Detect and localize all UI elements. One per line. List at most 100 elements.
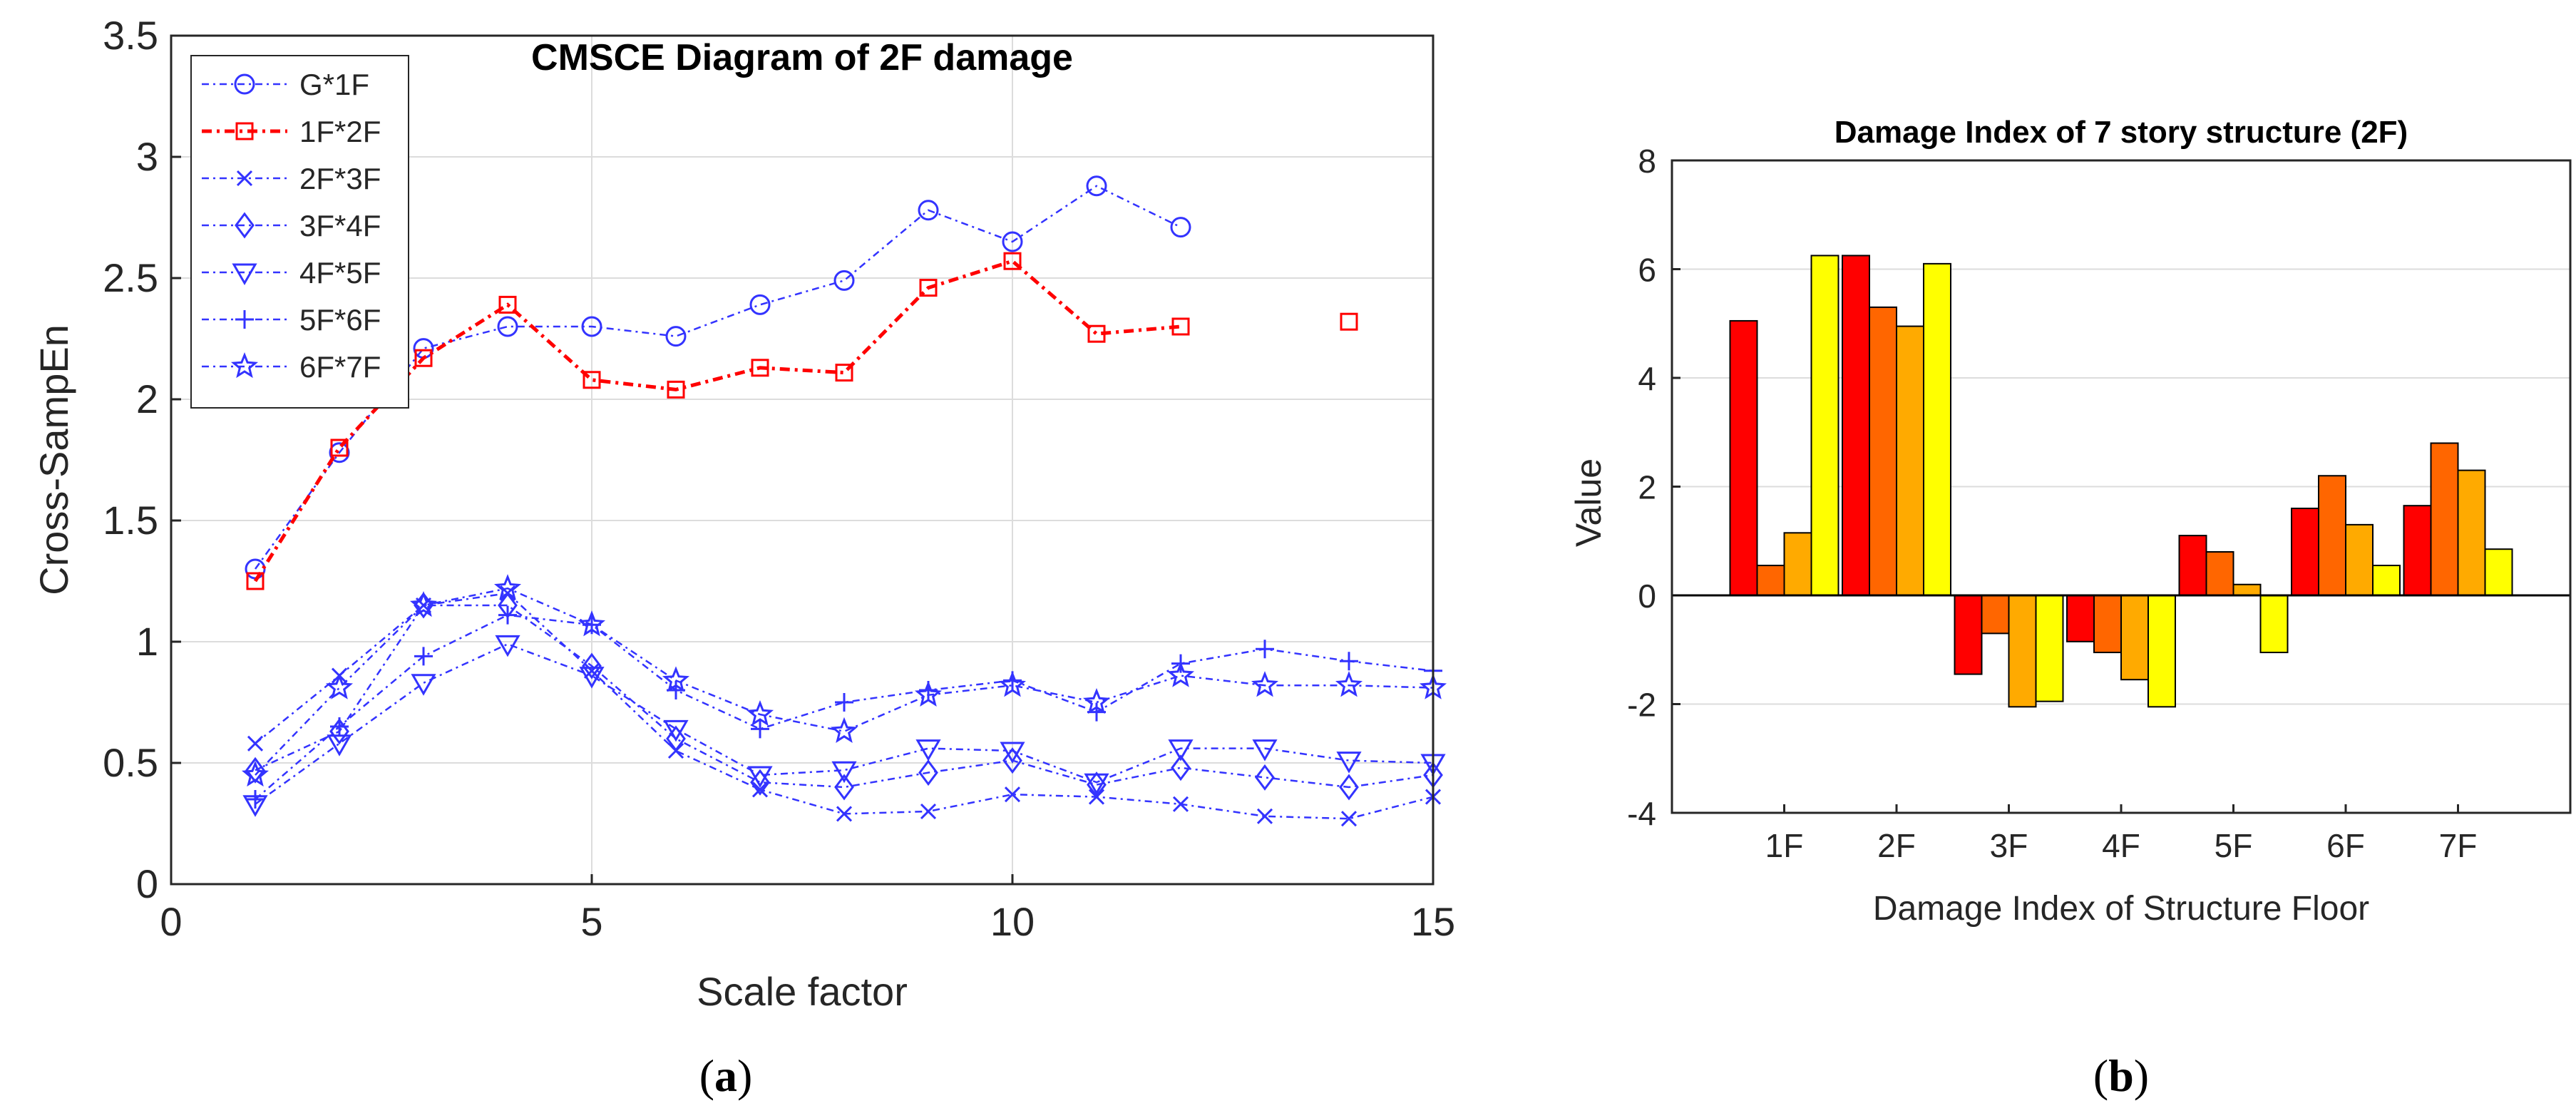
series-line (255, 643, 1434, 805)
y-tick-label: 2 (1638, 469, 1656, 506)
x-tick-label: 5F (2215, 827, 2253, 864)
legend: G*1F 1F*2F 2F*3F 3F*4F 4F*5F 5F*6F 6F*7F (190, 55, 409, 409)
data-point (246, 572, 265, 590)
data-point (411, 674, 436, 696)
data-point (241, 760, 270, 787)
x-axis-label: Scale factor (697, 969, 908, 1014)
data-point (1087, 324, 1106, 343)
data-point (330, 439, 349, 457)
data-point (662, 666, 690, 692)
y-tick-label: 8 (1638, 143, 1656, 180)
legend-entry-2F*3F: 2F*3F (299, 162, 381, 195)
data-point (667, 380, 685, 399)
bar-1F-4 (1810, 255, 1839, 596)
plot-frame (170, 34, 1435, 886)
data-point (914, 680, 943, 707)
y-tick-label: 3.5 (103, 13, 158, 58)
bar-6F-3 (2345, 523, 2374, 596)
data-point (414, 647, 433, 666)
bar-4F-4 (2147, 595, 2176, 708)
legend-marker (235, 310, 254, 329)
bar-chart-panel: -4 -2 0 2 4 6 8 1F 2F 3F 4F 5F 6F 7F Damage Index of … (1569, 115, 2572, 928)
bar-7F-1 (2403, 505, 2432, 596)
bar-4F-3 (2120, 595, 2149, 681)
data-point (1335, 671, 1363, 697)
bar-1F-2 (1756, 565, 1785, 596)
data-point (836, 806, 853, 822)
legend-marker (235, 122, 254, 140)
data-point (497, 316, 518, 337)
data-point (325, 673, 354, 699)
series-layer (241, 175, 1447, 827)
data-point (1170, 217, 1191, 238)
data-point (665, 326, 687, 347)
data-point (1256, 640, 1274, 659)
data-point (1340, 652, 1358, 671)
y-tick-label: 0.5 (103, 740, 158, 785)
y-tick-label: 6 (1638, 252, 1656, 289)
tick-labels: -4 -2 0 2 4 6 8 1F 2F 3F 4F 5F 6F 7F (1627, 143, 2477, 864)
data-point (246, 790, 265, 809)
chart-title: Damage Index of 7 story structure (2F) (1834, 115, 2408, 150)
series-line (255, 587, 1434, 776)
y-tick-label: 0 (1638, 578, 1656, 615)
x-tick-label: 15 (1411, 899, 1455, 944)
y-tick-label: 3 (136, 134, 158, 179)
data-point (578, 610, 606, 637)
data-point (498, 295, 517, 314)
bar-5F-4 (2259, 595, 2289, 654)
data-point (1082, 687, 1111, 714)
data-point (1171, 754, 1191, 781)
legend-entry-G*1F: G*1F (299, 68, 369, 101)
series-line (253, 259, 1181, 583)
y-tick-label: 2 (136, 376, 158, 421)
data-point (750, 769, 770, 796)
data-point (1255, 764, 1275, 791)
data-point (835, 693, 853, 712)
x-tick-label: 6F (2326, 827, 2365, 864)
data-point (583, 371, 601, 389)
bar-1F-3 (1783, 532, 1812, 596)
bar-4F-2 (2093, 595, 2122, 654)
bar-6F-1 (2291, 508, 2319, 596)
bar-7F-4 (2484, 548, 2513, 596)
data-point (414, 349, 433, 367)
tick-labels: 0 5 10 15 0 0.5 1 1.5 2 2.5 3 3.5 (103, 13, 1455, 944)
bar-3F-2 (1981, 595, 2010, 635)
data-point (581, 316, 602, 337)
caption-b-open: ( (2093, 1050, 2108, 1101)
data-point (666, 725, 686, 752)
data-point (751, 359, 769, 377)
data-point (245, 757, 265, 784)
legend-marker (236, 170, 253, 187)
legend-entry-4F*5F: 4F*5F (299, 256, 381, 289)
data-point (747, 766, 773, 789)
bar-5F-3 (2232, 583, 2262, 596)
caption-a-open: ( (699, 1050, 714, 1101)
bar-6F-2 (2318, 475, 2346, 596)
legend-entry-5F*6F: 5F*6F (299, 303, 381, 337)
bar-2F-1 (1842, 255, 1870, 596)
caption-b: (b) (2093, 1050, 2149, 1101)
plot-frame (1671, 159, 2572, 814)
data-point (749, 294, 771, 315)
series-line (255, 614, 1434, 800)
chart-title: CMSCE Diagram of 2F damage (531, 37, 1073, 78)
y-tick-label: 2.5 (103, 255, 158, 300)
caption-a: (a) (699, 1050, 753, 1101)
data-point (1002, 747, 1022, 774)
data-point (247, 735, 264, 752)
series-6F*7F (241, 574, 1447, 787)
data-point (1340, 312, 1358, 331)
legend-marker (235, 212, 255, 239)
y-tick-label: -2 (1627, 687, 1656, 724)
x-tick-label: 7F (2439, 827, 2478, 864)
x-tick-label: 5 (580, 899, 602, 944)
bar-6F-4 (2372, 565, 2401, 596)
legend-marker (230, 352, 259, 379)
data-point (1004, 786, 1021, 803)
data-point (495, 635, 520, 657)
y-tick-label: 0 (136, 861, 158, 906)
bars-layer (1729, 255, 2513, 708)
data-point (1086, 175, 1107, 197)
